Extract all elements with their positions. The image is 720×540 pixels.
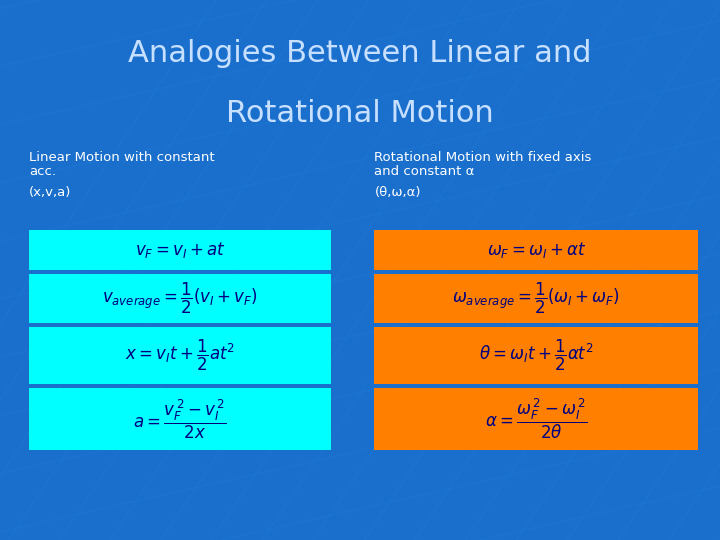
- Text: $\alpha = \dfrac{\omega_F^{\,2} - \omega_I^{\,2}}{2\theta}$: $\alpha = \dfrac{\omega_F^{\,2} - \omega…: [485, 397, 588, 442]
- FancyBboxPatch shape: [374, 230, 698, 270]
- Text: acc.: acc.: [29, 165, 56, 178]
- FancyBboxPatch shape: [374, 274, 698, 323]
- Text: $v_F = v_I + at$: $v_F = v_I + at$: [135, 240, 225, 260]
- Text: Linear Motion with constant: Linear Motion with constant: [29, 151, 215, 164]
- Text: Rotational Motion with fixed axis: Rotational Motion with fixed axis: [374, 151, 592, 164]
- Text: $\omega_F = \omega_I + \alpha t$: $\omega_F = \omega_I + \alpha t$: [487, 240, 586, 260]
- Text: $\theta = \omega_I t + \dfrac{1}{2}\alpha t^2$: $\theta = \omega_I t + \dfrac{1}{2}\alph…: [479, 338, 594, 373]
- FancyBboxPatch shape: [29, 274, 331, 323]
- Text: $\omega_{average} = \dfrac{1}{2}\left(\omega_I + \omega_F\right)$: $\omega_{average} = \dfrac{1}{2}\left(\o…: [452, 281, 621, 316]
- FancyBboxPatch shape: [29, 230, 331, 270]
- Text: Analogies Between Linear and: Analogies Between Linear and: [128, 39, 592, 69]
- Text: Rotational Motion: Rotational Motion: [226, 99, 494, 128]
- Text: and constant α: and constant α: [374, 165, 474, 178]
- Text: $x = v_I t + \dfrac{1}{2}at^2$: $x = v_I t + \dfrac{1}{2}at^2$: [125, 338, 235, 373]
- Text: (x,v,a): (x,v,a): [29, 186, 71, 199]
- Text: $a = \dfrac{v_F^{\,2} - v_I^{\,2}}{2x}$: $a = \dfrac{v_F^{\,2} - v_I^{\,2}}{2x}$: [133, 397, 227, 441]
- FancyBboxPatch shape: [374, 327, 698, 384]
- Text: (θ,ω,α): (θ,ω,α): [374, 186, 421, 199]
- FancyBboxPatch shape: [29, 388, 331, 450]
- Text: $v_{average} = \dfrac{1}{2}\left(v_I + v_F\right)$: $v_{average} = \dfrac{1}{2}\left(v_I + v…: [102, 281, 258, 316]
- FancyBboxPatch shape: [374, 388, 698, 450]
- FancyBboxPatch shape: [29, 327, 331, 384]
